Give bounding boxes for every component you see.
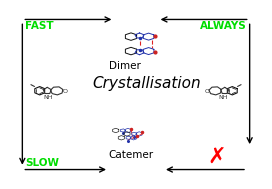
Text: ALWAYS: ALWAYS (200, 21, 247, 31)
Text: NH: NH (44, 95, 53, 100)
Text: Catemer: Catemer (108, 150, 153, 160)
Text: NH: NH (219, 95, 228, 100)
Text: ✗: ✗ (208, 146, 227, 166)
Text: O: O (204, 89, 209, 94)
Text: FAST: FAST (25, 21, 54, 31)
Text: Dimer: Dimer (109, 61, 141, 71)
Text: Crystallisation: Crystallisation (92, 76, 201, 91)
Text: SLOW: SLOW (25, 158, 59, 168)
Text: O: O (63, 89, 68, 94)
